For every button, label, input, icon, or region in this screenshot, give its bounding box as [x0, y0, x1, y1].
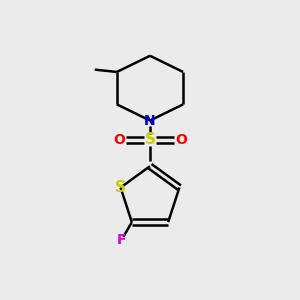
- Text: S: S: [145, 132, 155, 147]
- Text: S: S: [115, 180, 126, 195]
- Text: O: O: [175, 133, 187, 147]
- Text: O: O: [113, 133, 125, 147]
- Text: N: N: [144, 114, 156, 128]
- Text: F: F: [117, 233, 126, 247]
